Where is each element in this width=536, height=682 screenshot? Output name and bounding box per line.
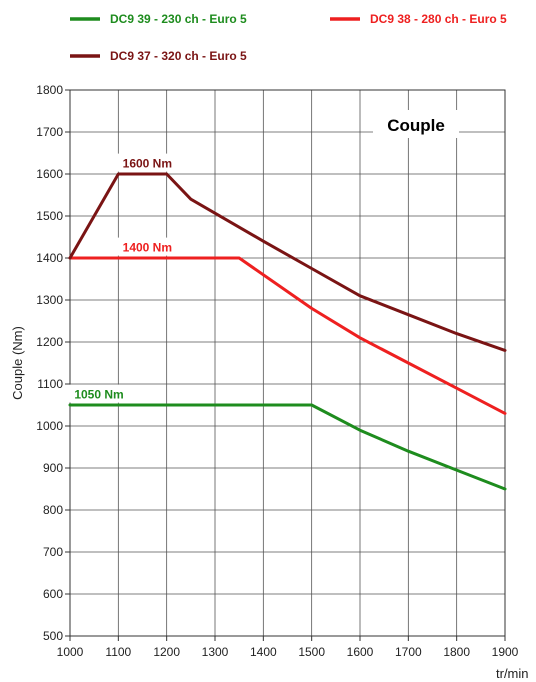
legend-label: DC9 39 - 230 ch - Euro 5 (110, 12, 247, 26)
y-tick-label: 1200 (36, 335, 63, 349)
annotation-label: 1600 Nm (123, 157, 172, 171)
y-tick-label: 1800 (36, 83, 63, 97)
series-lines (68, 172, 507, 491)
x-tick-label: 1600 (347, 645, 374, 659)
grid (69, 89, 506, 637)
plot-frame (69, 89, 506, 637)
x-tick-label: 1800 (443, 645, 470, 659)
y-tick-label: 1000 (36, 419, 63, 433)
x-tick-label: 1900 (492, 645, 519, 659)
axes: 5006007008009001000110012001300140015001… (36, 83, 518, 659)
chart-title: Couple (387, 116, 445, 135)
y-tick-label: 1100 (37, 377, 63, 391)
legend: DC9 39 - 230 ch - Euro 5 DC9 38 - 280 ch … (70, 12, 507, 63)
x-tick-label: 1300 (202, 645, 229, 659)
legend-label: DC9 38 - 280 ch - Euro 5 (370, 12, 507, 26)
series-line-1 (68, 403, 507, 491)
y-tick-label: 900 (43, 461, 63, 475)
y-axis-label: Couple (Nm) (10, 326, 25, 400)
series-line-2 (68, 256, 507, 415)
annotation-label: 1400 Nm (123, 241, 172, 255)
x-tick-label: 1200 (153, 645, 180, 659)
x-tick-label: 1700 (395, 645, 422, 659)
x-tick-label: 1400 (250, 645, 277, 659)
annotations: 1600 Nm 1400 Nm 1050 Nm (65, 153, 182, 403)
series-line-3 (68, 172, 507, 352)
y-tick-label: 1500 (36, 209, 63, 223)
x-axis-label: tr/min (496, 666, 529, 681)
chart-title-group: Couple (373, 110, 459, 138)
x-tick-label: 1100 (105, 645, 131, 659)
annotation-bg (113, 237, 182, 256)
y-tick-label: 1400 (36, 251, 63, 265)
legend-label: DC9 37 - 320 ch - Euro 5 (110, 49, 247, 63)
y-tick-label: 600 (43, 587, 63, 601)
annotation-bg (65, 384, 133, 403)
annotation-label: 1050 Nm (74, 388, 123, 402)
y-tick-label: 700 (43, 545, 63, 559)
y-tick-label: 800 (43, 503, 63, 517)
y-tick-label: 1600 (36, 167, 63, 181)
y-tick-label: 1300 (36, 293, 63, 307)
y-tick-label: 1700 (36, 125, 63, 139)
x-tick-label: 1000 (57, 645, 84, 659)
y-tick-label: 500 (43, 629, 63, 643)
annotation-bg (113, 153, 182, 172)
x-tick-label: 1500 (298, 645, 325, 659)
